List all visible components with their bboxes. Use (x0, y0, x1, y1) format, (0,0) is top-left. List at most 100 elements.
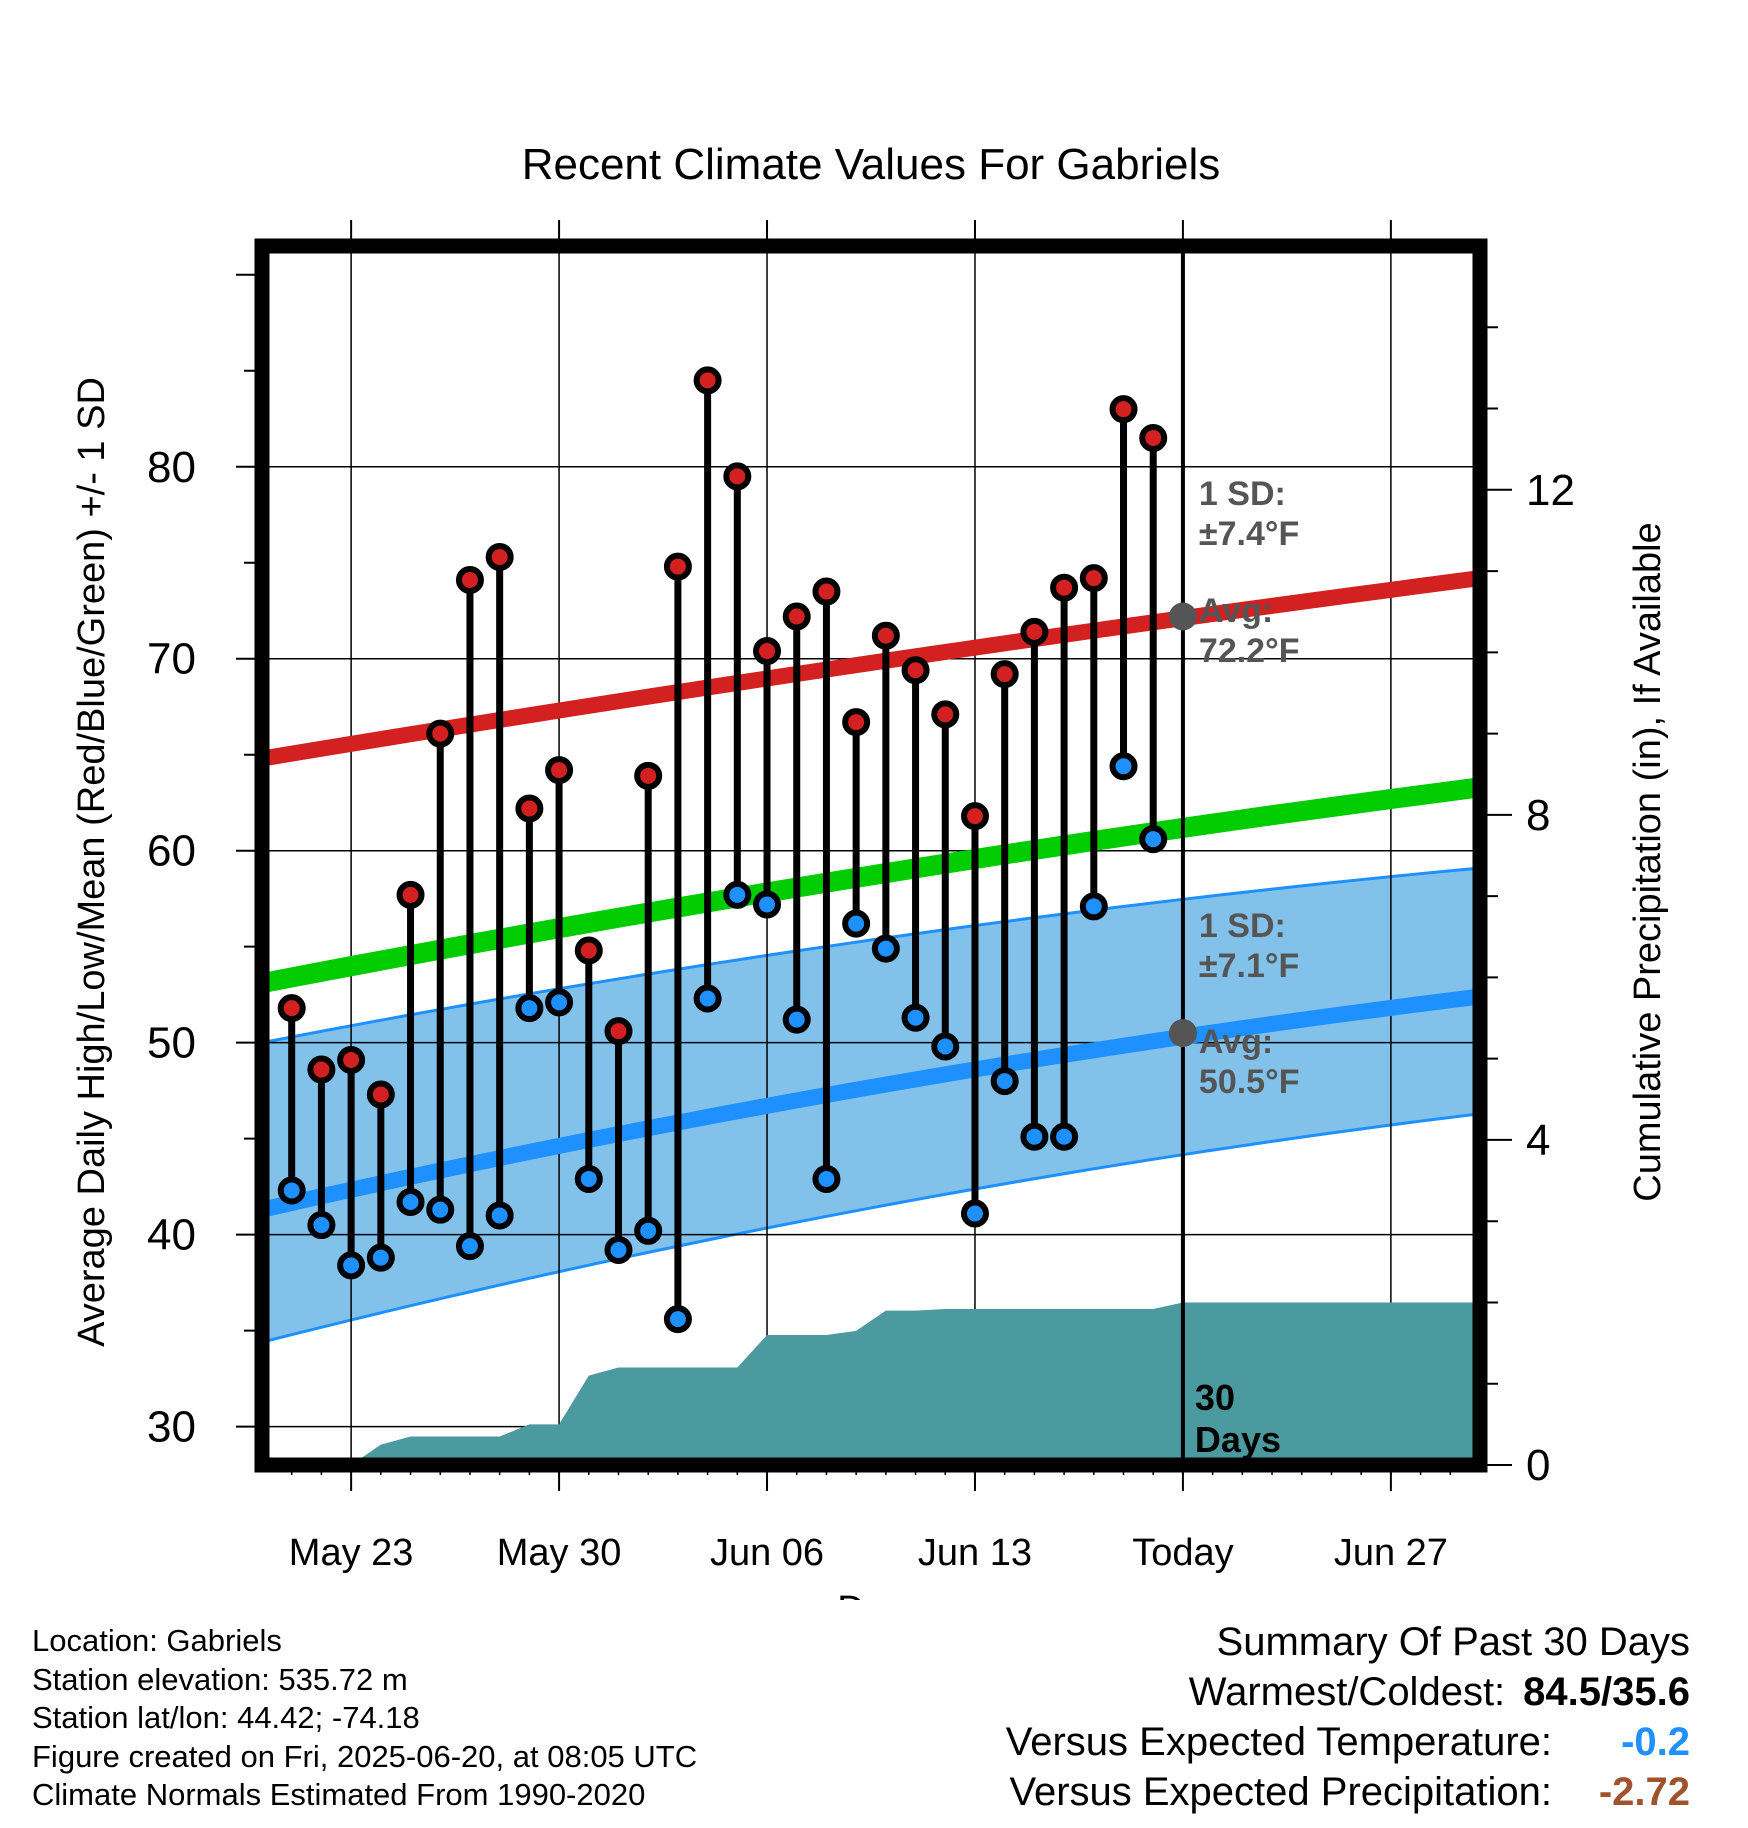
temp-value: -0.2 (1621, 1720, 1690, 1764)
daily-high-point (1020, 617, 1049, 646)
daily-high-point (485, 542, 514, 571)
daily-low-point (604, 1235, 633, 1264)
y2-axis-label: Cumulative Precipitation (in), If Availa… (1627, 522, 1669, 1201)
chart-title: Recent Climate Values For Gabriels (522, 140, 1221, 189)
daily-low-point (723, 880, 752, 909)
daily-high-point (1050, 573, 1079, 602)
normal-high-avg-line (262, 570, 1480, 767)
daily-low-point (753, 890, 782, 919)
daily-low-point (1139, 825, 1168, 854)
summary-temperature: Versus Expected Temperature: -0.2 (1006, 1717, 1690, 1767)
x-tick-label: May 23 (289, 1532, 414, 1574)
daily-high-point (455, 566, 484, 595)
y-tick-label: 50 (147, 1019, 196, 1068)
y-tick-label: 80 (147, 443, 196, 492)
x-tick-label: Jun 13 (918, 1532, 1032, 1574)
daily-high-point (1079, 564, 1108, 593)
precip-area (321, 1302, 1480, 1465)
precip-value: -2.72 (1598, 1770, 1690, 1814)
daily-high-point (723, 462, 752, 491)
y2-tick-label: 12 (1526, 466, 1575, 515)
y-axis-label: Average Daily High/Low/Mean (Red/Blue/Gr… (71, 377, 113, 1347)
daily-low-point (455, 1232, 484, 1261)
daily-low-point (871, 934, 900, 963)
temp-label: Versus Expected Temperature: (1005, 1720, 1552, 1764)
x-tick-label: Jun 06 (710, 1532, 824, 1574)
normal-low-band (262, 867, 1480, 1343)
low-sd-value: ±7.1°F (1199, 947, 1299, 985)
high-sd-value: ±7.4°F (1199, 515, 1299, 553)
x-tick-label: Jun 27 (1334, 1532, 1448, 1574)
daily-high-point (753, 637, 782, 666)
y-tick-label: 60 (147, 827, 196, 876)
today-days-count: 30 (1195, 1377, 1235, 1418)
low-avg-value: 50.5°F (1199, 1063, 1300, 1101)
daily-low-point (366, 1243, 395, 1272)
y-tick-label: 40 (147, 1211, 196, 1260)
warmest-coldest-label: Warmest/Coldest: (1188, 1670, 1506, 1714)
daily-low-point (515, 994, 544, 1023)
daily-high-point (663, 552, 692, 581)
daily-low-point (693, 984, 722, 1013)
daily-low-point (931, 1032, 960, 1061)
daily-high-point (1139, 423, 1168, 452)
daily-high-point (604, 1017, 633, 1046)
daily-low-point (337, 1251, 366, 1280)
daily-low-point (396, 1188, 425, 1217)
high-sd-label: 1 SD: (1199, 475, 1286, 513)
y2-tick-label: 4 (1526, 1116, 1550, 1165)
station-info: Location: Gabriels Station elevation: 53… (32, 1622, 697, 1815)
daily-high-point (812, 577, 841, 606)
daily-high-point (842, 708, 871, 737)
y2-tick-label: 8 (1526, 791, 1550, 840)
daily-low-point (545, 988, 574, 1017)
daily-high-point (634, 761, 663, 790)
daily-low-point (842, 909, 871, 938)
today-days-label: Days (1195, 1419, 1281, 1460)
high-avg-value: 72.2°F (1199, 632, 1300, 670)
normals-text: Climate Normals Estimated From 1990-2020 (32, 1777, 646, 1812)
daily-low-point (960, 1199, 989, 1228)
x-tick-label: May 30 (497, 1532, 622, 1574)
precip-label: Versus Expected Precipitation: (1009, 1770, 1552, 1814)
daily-low-point (663, 1305, 692, 1334)
latlon-text: Station lat/lon: 44.42; -74.18 (32, 1700, 420, 1735)
normal-mean-line (262, 777, 1480, 993)
daily-low-point (1079, 892, 1108, 921)
location-text: Location: Gabriels (32, 1623, 282, 1658)
low-sd-label: 1 SD: (1199, 907, 1286, 945)
daily-high-point (1109, 395, 1138, 424)
daily-high-point (426, 719, 455, 748)
daily-high-point (515, 794, 544, 823)
created-text: Figure created on Fri, 2025-06-20, at 08… (32, 1738, 698, 1774)
daily-high-point (782, 602, 811, 631)
daily-low-point (307, 1211, 336, 1240)
daily-low-point (574, 1164, 603, 1193)
summary-title: Summary Of Past 30 Days (1216, 1620, 1690, 1664)
today-low-avg-marker (1168, 1019, 1197, 1048)
x-axis-label: Day (837, 1589, 905, 1600)
daily-low-point (1050, 1122, 1079, 1151)
daily-high-point (990, 660, 1019, 689)
summary-panel: Summary Of Past 30 Days Warmest/Coldest:… (1006, 1617, 1690, 1817)
today-high-avg-marker (1168, 602, 1197, 631)
y-tick-label: 30 (147, 1403, 196, 1452)
daily-low-point (901, 1003, 930, 1032)
low-avg-label: Avg: (1199, 1023, 1273, 1061)
normal-low-avg-line (262, 988, 1480, 1218)
daily-high-point (277, 994, 306, 1023)
daily-high-point (693, 366, 722, 395)
daily-low-point (782, 1005, 811, 1034)
daily-low-point (990, 1067, 1019, 1096)
daily-high-point (574, 936, 603, 965)
daily-low-point (485, 1201, 514, 1230)
warmest-coldest-value: 84.5/35.6 (1523, 1670, 1690, 1714)
daily-high-point (545, 756, 574, 785)
normal-low-band-lower-edge (262, 1112, 1480, 1344)
daily-high-point (960, 802, 989, 831)
daily-low-point (426, 1195, 455, 1224)
plot-frame (254, 238, 1488, 1473)
daily-high-point (931, 700, 960, 729)
summary-precipitation: Versus Expected Precipitation: -2.72 (1006, 1767, 1690, 1817)
elevation-text: Station elevation: 535.72 m (32, 1661, 408, 1697)
